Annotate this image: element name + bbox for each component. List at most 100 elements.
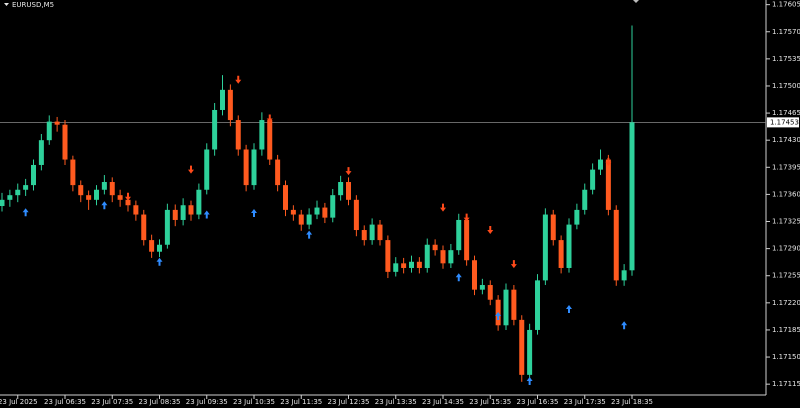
buy-arrow [621,321,628,330]
candle-body [149,240,155,252]
sell-arrow [188,165,194,174]
candle-body [235,120,241,150]
candle-body [7,195,13,200]
candle-body [31,164,36,186]
candle-body [629,122,635,271]
x-tick-label: 23 Jul 14:35 [422,398,464,406]
y-tick-label: 1.17185 [772,326,800,334]
buy-arrow [566,305,572,314]
candle-body [472,260,477,290]
candle-body [298,214,304,225]
chart-title: EURUSD,M5 [12,1,54,9]
x-tick-label: 23 Jul 16:35 [517,398,559,406]
candle-body [243,149,249,186]
candle-body [424,244,430,268]
sell-arrow [605,157,612,166]
sell-arrow [440,203,446,212]
sell-arrow [487,226,494,235]
y-tick-label: 1.17570 [772,28,800,36]
shift-marker [633,0,639,3]
y-tick-label: 1.17325 [772,218,800,226]
candle-body [212,109,218,150]
y-tick-label: 1.17290 [772,245,800,253]
candle-body [23,185,29,190]
y-tick-label: 1.17395 [772,163,800,171]
candle-body [361,230,367,241]
buy-arrow [101,201,108,210]
candle-body [133,205,139,215]
candle-body [385,240,391,272]
y-tick-label: 1.17255 [772,272,800,280]
candle-body [346,182,351,200]
x-tick-label: 23 Jul 11:35 [280,398,322,406]
buy-arrow [22,208,29,217]
candle-body [109,182,115,196]
candle-body [598,159,603,170]
candle-body [267,120,273,160]
y-tick-label: 1.17430 [772,136,800,144]
candle-body [172,209,178,220]
candle-body [220,89,225,110]
candle-body [157,244,162,252]
candle-body [283,185,288,210]
candle-body [448,250,454,264]
candle-body [401,263,407,268]
x-tick-label: 23 Jul 15:35 [469,398,511,406]
sell-arrow [463,213,470,222]
candle-body [0,199,5,207]
x-tick-label: 23 Jul 17:35 [564,398,606,406]
candle-body [519,319,525,375]
candle-body [574,209,580,225]
candle-body [94,189,99,200]
candle-body [306,214,312,225]
sell-arrow [510,260,517,269]
candle-body [54,121,60,125]
x-tick-label: 23 Jul 2025 [0,398,38,406]
x-tick-label: 23 Jul 18:35 [611,398,653,406]
candle-body [188,205,194,215]
buy-arrow [251,208,257,217]
candle-body [62,124,68,160]
x-tick-label: 23 Jul 13:35 [375,398,417,406]
last-price-label: 1.17453 [770,118,799,126]
y-tick-label: 1.17115 [772,380,800,388]
symbol-menu-icon[interactable] [4,3,9,6]
x-tick-label: 23 Jul 07:35 [91,398,133,406]
candle-body [46,121,52,141]
candle-body [275,159,281,186]
last-price-tag [767,117,799,128]
y-tick-label: 1.17500 [772,82,800,90]
candle-body [590,169,596,190]
candle-body [290,209,296,215]
candle-body [259,120,265,150]
candle-body [70,159,76,186]
candle-body [164,209,170,245]
candle-body [409,261,414,268]
candle-body [78,185,84,196]
candle-body [582,189,588,210]
y-tick-label: 1.17465 [772,109,800,117]
y-tick-label: 1.17360 [772,190,800,198]
candle-body [15,189,21,196]
sell-arrow [345,167,352,176]
sell-arrow [125,192,131,201]
sell-arrow [235,75,242,84]
candle-body [377,224,383,241]
x-tick-label: 23 Jul 08:35 [139,398,181,406]
candle-body [338,182,344,196]
candle-body [204,149,210,190]
candle-body [503,289,509,326]
x-tick-label: 23 Jul 06:35 [44,398,86,406]
candle-body [141,214,147,241]
candle-body [322,207,328,218]
candle-body [605,159,611,210]
candle-body [456,219,462,251]
buy-arrow [495,312,502,320]
candle-body [511,289,517,320]
candle-body [621,270,627,281]
candle-body [558,240,564,268]
candle-body [38,140,44,165]
candle-body [180,205,186,220]
y-tick-label: 1.17220 [772,299,800,307]
